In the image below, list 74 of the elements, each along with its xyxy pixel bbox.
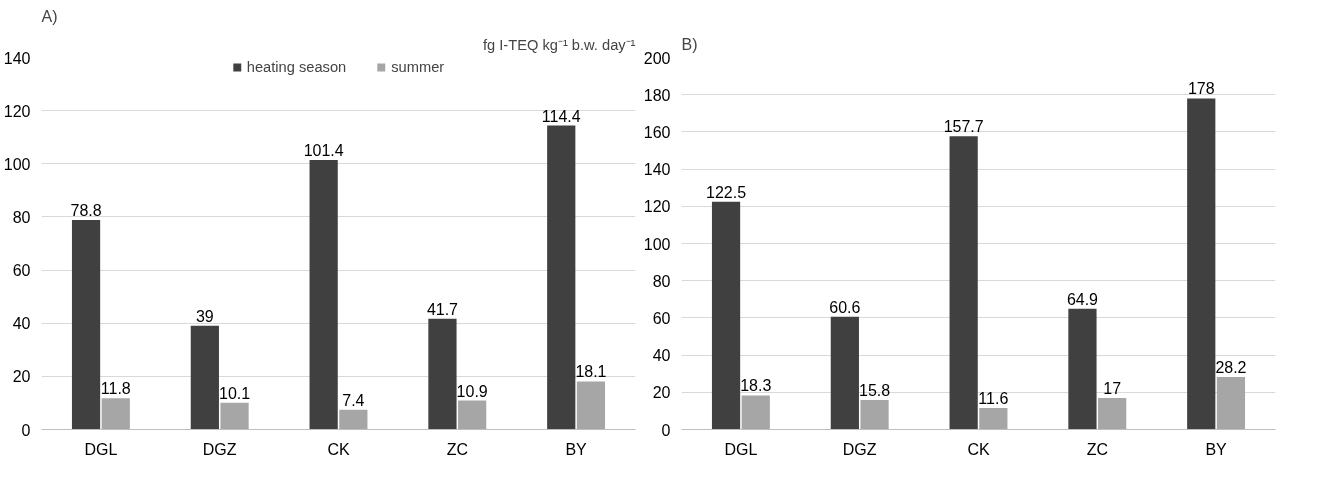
bar bbox=[1098, 397, 1127, 430]
bar bbox=[949, 136, 978, 430]
x-tick-label: BY bbox=[565, 440, 588, 458]
bar bbox=[339, 409, 368, 430]
y-tick-label: 0 bbox=[21, 421, 31, 439]
x-tick-label: CK bbox=[967, 440, 990, 458]
bar bbox=[860, 400, 889, 430]
data-label: 39 bbox=[195, 307, 214, 325]
bar bbox=[309, 160, 338, 430]
data-label: 157.7 bbox=[943, 118, 984, 136]
text: fg I-TEQ kg⁻¹ b.w. day⁻¹ bbox=[482, 36, 636, 53]
y-tick-label: 200 bbox=[643, 49, 671, 67]
chart-title: A) bbox=[41, 7, 58, 25]
y-tick-label: 20 bbox=[12, 368, 31, 386]
bar bbox=[71, 220, 101, 430]
y-tick-label: 40 bbox=[652, 347, 671, 365]
data-label: 41.7 bbox=[426, 300, 459, 318]
y-tick-label: 80 bbox=[652, 272, 671, 290]
data-label: 64.9 bbox=[1066, 290, 1099, 308]
legend-label: summer bbox=[391, 59, 445, 75]
x-tick-label: BY bbox=[1205, 440, 1228, 458]
bar bbox=[428, 318, 457, 430]
data-label: 114.4 bbox=[541, 107, 581, 125]
bar bbox=[1068, 308, 1097, 430]
x-tick-label: ZC bbox=[446, 440, 468, 458]
x-tick-label: ZC bbox=[1086, 440, 1108, 458]
bar bbox=[1187, 98, 1216, 430]
bar bbox=[458, 400, 487, 430]
y-tick-label: 100 bbox=[643, 235, 671, 253]
bar bbox=[741, 395, 770, 430]
y-tick-label: 40 bbox=[12, 315, 31, 333]
chart-title: B) bbox=[681, 35, 698, 53]
x-tick-label: DGZ bbox=[202, 440, 237, 458]
data-label: 17 bbox=[1103, 379, 1122, 397]
data-label: 10.9 bbox=[456, 382, 488, 400]
data-label: 101.4 bbox=[303, 142, 344, 160]
data-label: 7.4 bbox=[342, 391, 365, 409]
data-label: 178 bbox=[1187, 80, 1215, 98]
x-tick-label: DGL bbox=[84, 440, 118, 458]
bar bbox=[1216, 377, 1246, 430]
x-tick-label: CK bbox=[327, 440, 350, 458]
y-tick-label: 120 bbox=[643, 198, 671, 216]
bar bbox=[101, 398, 130, 430]
data-label: 10.1 bbox=[218, 384, 251, 402]
legend-label: heating season bbox=[246, 59, 347, 75]
data-label: 60.6 bbox=[829, 298, 861, 316]
data-label: 18.3 bbox=[740, 377, 772, 395]
bar bbox=[576, 381, 606, 430]
y-tick-label: 60 bbox=[12, 262, 31, 280]
data-label: 78.8 bbox=[70, 202, 102, 220]
data-label: 11.8 bbox=[100, 380, 131, 398]
y-tick-label: 20 bbox=[652, 384, 671, 402]
data-label: 28.2 bbox=[1215, 359, 1247, 377]
x-tick-label: DGZ bbox=[842, 440, 877, 458]
data-label: 11.6 bbox=[978, 389, 1009, 407]
data-label: 15.8 bbox=[858, 382, 891, 400]
y-tick-label: 80 bbox=[12, 208, 31, 226]
data-label: 122.5 bbox=[706, 183, 747, 201]
y-tick-label: 120 bbox=[3, 102, 31, 120]
bar bbox=[547, 125, 576, 430]
y-tick-label: 140 bbox=[643, 161, 671, 179]
bar bbox=[220, 402, 249, 430]
x-tick-label: DGL bbox=[724, 440, 758, 458]
y-tick-label: 160 bbox=[643, 123, 671, 141]
y-tick-label: 60 bbox=[652, 309, 671, 327]
data-label: 18.1 bbox=[575, 363, 607, 381]
y-tick-label: 100 bbox=[3, 155, 31, 173]
y-tick-label: 140 bbox=[3, 49, 31, 67]
bar bbox=[711, 201, 741, 430]
bar bbox=[830, 316, 859, 430]
bar bbox=[190, 325, 219, 430]
y-tick-label: 0 bbox=[661, 421, 671, 439]
bar bbox=[979, 407, 1008, 430]
y-tick-label: 180 bbox=[643, 86, 671, 104]
